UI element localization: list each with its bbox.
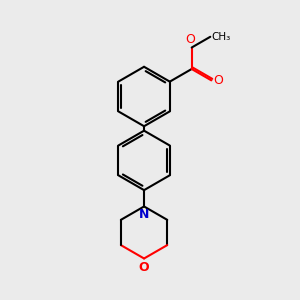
Text: N: N [139, 208, 149, 221]
Text: CH₃: CH₃ [212, 32, 231, 42]
Text: O: O [139, 261, 149, 274]
Text: O: O [213, 74, 223, 87]
Text: O: O [185, 33, 195, 46]
